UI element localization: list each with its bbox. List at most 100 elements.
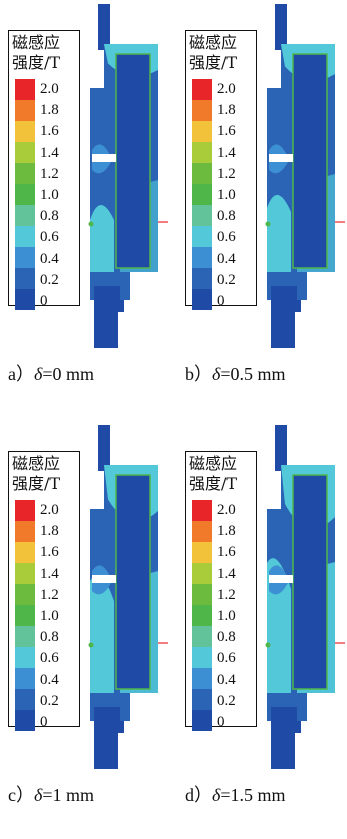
legend-swatch [15, 605, 35, 626]
legend-swatch [15, 289, 35, 310]
legend-swatch [192, 584, 212, 605]
air-gap-slot [92, 575, 116, 583]
legend-tick-label: 1.0 [217, 187, 236, 203]
legend-swatch [192, 689, 212, 710]
legend-swatch [15, 626, 35, 647]
lower-shaft [94, 707, 124, 769]
caption-value: =1 mm [42, 785, 95, 805]
legend-swatch [192, 100, 212, 121]
panel-b: 磁感应 强度/T 2.0 1.8 1.6 1.4 1.2 1.0 0.8 0.6 0.4 0.2 0 b… [177, 0, 347, 418]
top-post [98, 4, 116, 50]
legend-tick-label: 0.2 [40, 692, 59, 709]
color-legend: 磁感应 强度/T 2.0 1.8 1.6 1.4 1.2 1.0 0.8 0.6 0.4 0.2 0 [185, 451, 257, 731]
legend-swatch [15, 268, 35, 289]
legend-swatch [192, 647, 212, 668]
legend-tick-label: 0.8 [40, 629, 59, 646]
legend-tick-label: 1.2 [217, 586, 236, 603]
legend-tick-label: 1.8 [217, 523, 236, 540]
magnet-core [292, 474, 328, 690]
legend-swatch [192, 226, 212, 247]
legend-swatch [15, 710, 35, 731]
legend-title: 磁感应 强度/T [12, 33, 61, 72]
legend-swatch [15, 668, 35, 689]
legend-tick-label: 0.8 [217, 629, 236, 646]
air-gap-slot [92, 154, 116, 162]
legend-tick-label: 0.2 [217, 271, 236, 288]
lower-shaft [271, 286, 301, 348]
caption-label: a） [8, 364, 34, 384]
magnet-core [115, 474, 151, 690]
caption-value: =0 mm [42, 364, 95, 384]
panel-c: 磁感应 强度/T 2.0 1.8 1.6 1.4 1.2 1.0 0.8 0.6 0.4 0.2 0 c… [0, 421, 170, 839]
panel-caption: a）δ=0 mm [8, 360, 168, 386]
field-region-left [90, 574, 114, 693]
caption-value: =0.5 mm [220, 364, 286, 384]
legend-tick-label: 0.4 [40, 250, 59, 267]
legend-tick-label: 0.6 [217, 229, 236, 246]
legend-swatch [192, 542, 212, 563]
green-marker [265, 642, 271, 648]
legend-swatch [15, 184, 35, 205]
legend-swatch [15, 521, 35, 542]
legend-tick-label: 0.6 [40, 229, 59, 246]
panel-caption: b）δ=0.5 mm [185, 360, 345, 386]
legend-title: 磁感应 强度/T [189, 33, 238, 72]
legend-tick-label: 0.2 [40, 271, 59, 288]
legend-tick-label: 1.2 [217, 165, 236, 182]
legend-swatch [15, 584, 35, 605]
legend-swatch [15, 100, 35, 121]
legend-tick-label: 1.6 [217, 123, 236, 140]
panel-a: 磁感应 强度/T 2.0 1.8 1.6 1.4 1.2 1.0 0.8 0.6 0.4 0.2 0 a… [0, 0, 170, 418]
legend-tick-label: 0.4 [217, 671, 236, 688]
color-legend: 磁感应 强度/T 2.0 1.8 1.6 1.4 1.2 1.0 0.8 0.6 0.4 0.2 0 [8, 451, 80, 731]
legend-tick-label: 0.2 [217, 692, 236, 709]
legend-swatch [192, 500, 212, 521]
legend-tick-label: 0.4 [40, 671, 59, 688]
legend-swatch [192, 268, 212, 289]
legend-tick-label: 0 [40, 714, 48, 730]
legend-swatch [192, 184, 212, 205]
legend-tick-label: 1.4 [40, 565, 59, 582]
legend-tick-label: 0 [217, 293, 225, 309]
legend-swatch [192, 626, 212, 647]
legend-tick-label: 1.8 [40, 523, 59, 540]
legend-tick-label: 1.0 [40, 608, 59, 624]
legend-swatch [192, 710, 212, 731]
legend-tick-label: 1.2 [40, 586, 59, 603]
caption-value: =1.5 mm [220, 785, 286, 805]
field-region-left [267, 194, 291, 272]
magnet-core [292, 53, 328, 269]
fem-model [265, 425, 345, 769]
fem-plot [257, 0, 347, 350]
legend-swatch [192, 205, 212, 226]
air-gap-slot [269, 154, 293, 162]
legend-tick-label: 1.6 [40, 544, 59, 561]
legend-tick-label: 1.6 [217, 544, 236, 561]
caption-symbol: δ [34, 785, 43, 805]
legend-tick-label: 2.0 [40, 81, 59, 97]
top-post [275, 4, 293, 50]
air-gap-slot [269, 575, 293, 583]
lower-shaft [94, 286, 124, 348]
legend-tick-label: 0.8 [217, 208, 236, 225]
color-legend: 磁感应 强度/T 2.0 1.8 1.6 1.4 1.2 1.0 0.8 0.6 0.4 0.2 0 [8, 30, 80, 310]
legend-swatch [15, 563, 35, 584]
legend-tick-label: 1.6 [40, 123, 59, 140]
legend-tick-label: 0.6 [217, 650, 236, 667]
magnet-core [115, 53, 151, 269]
legend-swatch [15, 79, 35, 100]
legend-swatch [192, 142, 212, 163]
legend-swatch [15, 121, 35, 142]
lower-shaft [271, 707, 301, 769]
caption-symbol: δ [212, 785, 221, 805]
green-marker [265, 221, 271, 227]
legend-swatch [15, 542, 35, 563]
legend-swatch [15, 205, 35, 226]
legend-tick-label: 2.0 [217, 81, 236, 97]
field-region-left [90, 205, 114, 272]
legend-tick-label: 2.0 [40, 502, 59, 518]
legend-swatch [15, 226, 35, 247]
legend-tick-label: 1.4 [40, 144, 59, 161]
caption-label: b） [185, 364, 212, 384]
legend-tick-label: 0 [217, 714, 225, 730]
